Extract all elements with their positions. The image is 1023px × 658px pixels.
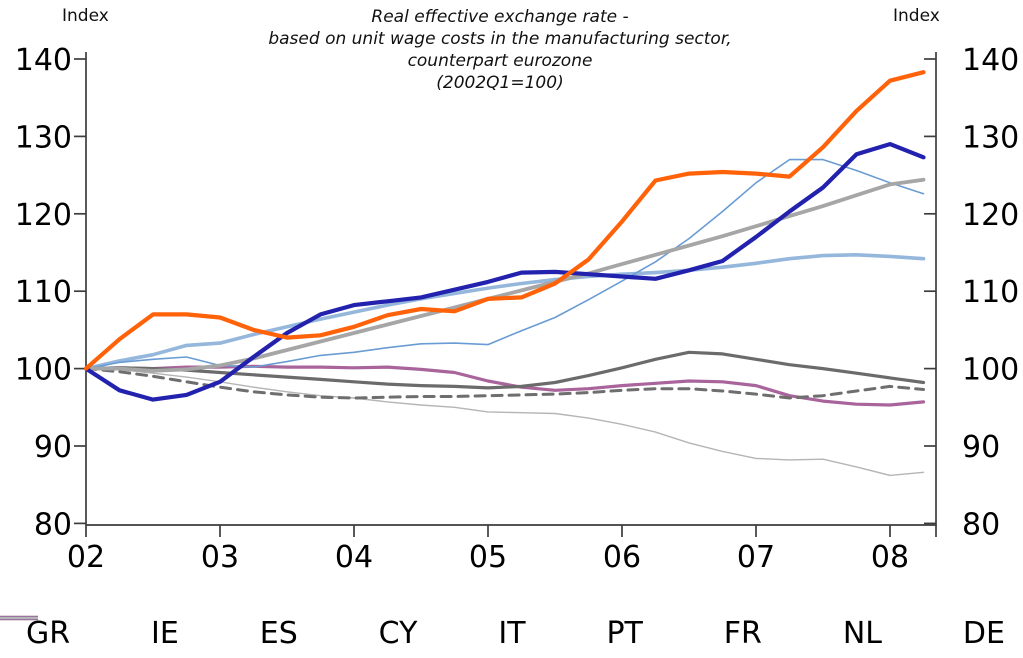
x-axis-tick-label: 06 [603, 540, 641, 575]
x-axis-tick-label: 08 [871, 540, 909, 575]
x-axis-tick-label: 04 [335, 540, 373, 575]
y-axis-tick-label-right: 90 [962, 430, 1000, 465]
legend-label-NL: NL [842, 616, 882, 651]
x-axis-tick-label: 03 [201, 540, 239, 575]
chart-title-line-1: Real effective exchange rate - [371, 7, 629, 27]
chart-legend: GR IE ES CY IT PT FR NL DE [0, 612, 1023, 656]
series-line-GR [83, 70, 926, 371]
legend-item-IE: IE [0, 615, 179, 651]
y-axis-tick-label-right: 140 [962, 43, 1019, 78]
y-axis-tick-label-right: 110 [962, 275, 1019, 310]
y-axis-tick-label-left: 100 [15, 353, 72, 388]
legend-label-IE: IE [151, 616, 179, 651]
legend-item-FR: FR [0, 616, 762, 651]
plot-area: 80 80 90 90 100 100 110 110 120 120 130 130 140 140 02… [15, 43, 1020, 575]
y-axis-unit-label-left: Index [62, 6, 109, 26]
legend-item-CY: CY [0, 616, 418, 651]
legend-label-GR: GR [26, 616, 71, 651]
y-axis-unit-label-right: Index [893, 6, 940, 26]
y-axis-tick-label-left: 120 [15, 198, 72, 233]
chart-title-line-2: based on unit wage costs in the manufact… [268, 29, 732, 49]
x-axis-tick-label: 07 [737, 540, 775, 575]
y-axis-tick-label-left: 110 [15, 275, 72, 310]
legend-item-DE: DE [0, 616, 1005, 651]
legend-label-CY: CY [378, 616, 418, 651]
legend-item-ES: ES [0, 616, 298, 651]
y-axis-tick-label-right: 130 [962, 120, 1019, 155]
y-axis-tick-label-right: 120 [962, 198, 1019, 233]
axes-frame [85, 52, 937, 526]
y-axis-tick-label-left: 140 [15, 43, 72, 78]
chart-title-line-3: counterpart eurozone [407, 51, 593, 71]
y-axis-tick-label-right: 80 [962, 507, 1000, 542]
legend-label-DE: DE [962, 616, 1005, 651]
legend-label-PT: PT [606, 616, 643, 651]
legend-item-IT: IT [0, 616, 526, 651]
y-axis-tick-label-left: 90 [34, 430, 72, 465]
y-axis-tick-label-left: 130 [15, 120, 72, 155]
y-axis-tick-label-left: 80 [34, 507, 72, 542]
series-line-IT [84, 253, 926, 371]
y-axis-tick-label-right: 100 [962, 353, 1019, 388]
legend-label-IT: IT [498, 616, 526, 651]
series-line-PT [84, 350, 926, 390]
legend-label-FR: FR [723, 616, 762, 651]
chart-title-line-4: (2002Q1=100) [436, 73, 564, 93]
series-line-FR [84, 367, 925, 400]
legend-item-NL: NL [0, 616, 882, 651]
chart-title: Real effective exchange rate - based on … [0, 6, 1000, 94]
legend-label-ES: ES [259, 616, 298, 651]
legend-swatch-DE [0, 617, 38, 619]
series-line-DE [85, 367, 925, 477]
series-line-IE [83, 142, 926, 402]
series-line-NL [84, 364, 926, 407]
x-axis-tick-label: 05 [469, 540, 507, 575]
x-axis-tick-label: 02 [67, 540, 105, 575]
series-line-CY [85, 158, 925, 370]
legend-item-PT: PT [0, 616, 643, 651]
